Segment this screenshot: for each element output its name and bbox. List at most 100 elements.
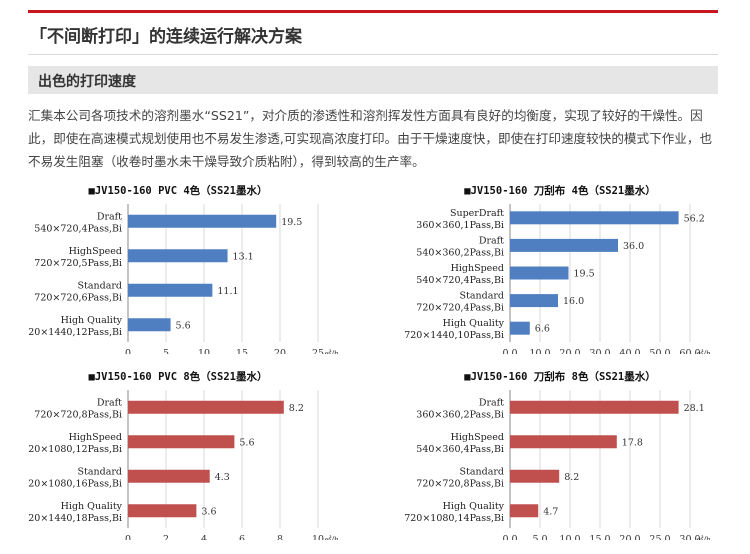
category-label: Standard <box>460 466 504 477</box>
chart-title: ■JV150-160 刀刮布 4色（SS21墨水） <box>464 184 655 197</box>
data-label: 19.5 <box>281 217 302 228</box>
category-label: HighSpeed <box>451 432 504 443</box>
data-label: 8.2 <box>289 403 304 414</box>
bar <box>128 249 228 263</box>
axis-unit-label: ㎡/h <box>324 535 339 540</box>
x-tick-label: 20.0 <box>619 534 640 540</box>
bar <box>128 400 284 414</box>
bar <box>510 211 679 225</box>
chart-pvc-4color: ■JV150-160 PVC 4色（SS21墨水） 0 5 10 15 20 25 ㎡/h 19… <box>22 184 339 359</box>
category-sublabel: 720×1440,10Pass,Bi <box>404 330 504 341</box>
category-label: HighSpeed <box>451 263 504 274</box>
data-label: 3.6 <box>201 506 216 517</box>
category-label: High Quality <box>61 315 123 326</box>
bar <box>510 238 618 252</box>
axis-unit-label: ㎡/h <box>696 535 711 540</box>
category-sublabel: 540×360,2Pass,Bi <box>416 247 504 258</box>
chart-panel-pvc-4color: ■JV150-160 PVC 4色（SS21墨水） 0 5 10 15 20 25 ㎡/h 19… <box>22 180 368 359</box>
x-tick-label: 0.0 <box>502 348 517 354</box>
x-tick-label: 40.0 <box>619 348 640 354</box>
category-sublabel: 360×360,1Pass,Bi <box>416 220 504 231</box>
data-label: 4.3 <box>215 472 230 483</box>
x-tick-label: 10 <box>198 348 210 354</box>
category-sublabel: 720×720,8Pass,Bi <box>34 409 122 420</box>
data-label: 36.0 <box>623 241 644 252</box>
x-tick-label: 50.0 <box>649 348 670 354</box>
x-tick-label: 0 <box>125 534 131 540</box>
x-tick-label: 30.0 <box>679 534 700 540</box>
category-label: HighSpeed <box>69 246 122 257</box>
category-label: HighSpeed <box>69 432 122 443</box>
x-tick-label: 30.0 <box>589 348 610 354</box>
category-label: Draft <box>97 211 122 222</box>
data-label: 4.7 <box>543 506 558 517</box>
category-label: High Quality <box>443 501 505 512</box>
accent-top-bar <box>28 10 718 13</box>
category-sublabel: 540×720,4Pass,Bi <box>34 223 122 234</box>
intro-paragraph: 汇集本公司各项技术的溶剂墨水“SS21”，对介质的渗透性和溶剂挥发性方面具有良好… <box>28 108 713 169</box>
category-label: Standard <box>460 291 504 302</box>
category-sublabel: 720×1440,18Pass,Bi <box>28 513 122 524</box>
category-sublabel: 720×1080,14Pass,Bi <box>404 513 504 524</box>
category-sublabel: 720×720,6Pass,Bi <box>34 292 122 303</box>
data-label: 5.6 <box>239 437 254 448</box>
bar <box>510 469 560 483</box>
bar <box>128 469 210 483</box>
category-sublabel: 360×360,2Pass,Bi <box>416 409 504 420</box>
category-label: High Quality <box>61 501 123 512</box>
category-sublabel: 720×1440,12Pass,Bi <box>28 327 122 338</box>
category-sublabel: 720×1080,16Pass,Bi <box>28 478 122 489</box>
bar <box>128 435 235 449</box>
axis-unit-label: ㎡/h <box>324 349 339 354</box>
category-label: SuperDraft <box>450 208 504 219</box>
chart-panel-pvc-8color: ■JV150-160 PVC 8色（SS21墨水） 0 2 4 6 8 10 ㎡/h 8.2 Dr… <box>22 366 368 545</box>
chart-panel-fabric-4color: ■JV150-160 刀刮布 4色（SS21墨水） 0.0 10.0 20.0 30.0… <box>380 180 720 359</box>
data-label: 13.1 <box>233 251 254 262</box>
data-label: 56.2 <box>684 213 705 224</box>
data-label: 19.5 <box>574 269 595 280</box>
bar <box>128 283 213 297</box>
category-label: Draft <box>479 235 504 246</box>
section-title: 出色的打印速度 <box>38 74 136 90</box>
x-tick-label: 5 <box>163 348 169 354</box>
x-tick-label: 5.0 <box>532 534 547 540</box>
x-tick-label: 15.0 <box>589 534 610 540</box>
x-tick-label: 20.0 <box>559 348 580 354</box>
category-label: Standard <box>78 466 122 477</box>
data-label: 16.0 <box>563 296 584 307</box>
x-tick-label: 15 <box>236 348 248 354</box>
category-sublabel: 540×360,4Pass,Bi <box>416 444 504 455</box>
data-label: 6.6 <box>535 324 550 335</box>
bar <box>128 318 171 332</box>
chart-pvc-8color: ■JV150-160 PVC 8色（SS21墨水） 0 2 4 6 8 10 ㎡/h 8.2 Dr… <box>22 370 339 545</box>
category-sublabel: 540×720,4Pass,Bi <box>416 275 504 286</box>
bar <box>510 435 617 449</box>
x-tick-label: 10.0 <box>529 348 550 354</box>
page-title: 「不间断打印」的连续运行解决方案 <box>30 27 302 47</box>
chart-panel-fabric-8color: ■JV150-160 刀刮布 8色（SS21墨水） 0.0 5.0 10.0 15.0 2… <box>380 366 720 545</box>
data-label: 5.6 <box>176 320 191 331</box>
chart-title: ■JV150-160 PVC 4色（SS21墨水） <box>89 184 268 197</box>
chart-fabric-4color: ■JV150-160 刀刮布 4色（SS21墨水） 0.0 10.0 20.0 30.0… <box>404 184 711 359</box>
data-label: 17.8 <box>622 437 643 448</box>
bar <box>510 321 530 335</box>
category-sublabel: 720×720,4Pass,Bi <box>416 303 504 314</box>
x-tick-label: 4 <box>201 534 207 540</box>
bar <box>510 504 539 518</box>
bar <box>128 504 197 518</box>
x-tick-label: 0 <box>125 348 131 354</box>
category-label: Standard <box>78 280 122 291</box>
x-tick-label: 25 <box>312 348 324 354</box>
axis-unit-label: ㎡/h <box>696 349 711 354</box>
bar <box>128 214 277 228</box>
chart-fabric-8color: ■JV150-160 刀刮布 8色（SS21墨水） 0.0 5.0 10.0 15.0 2… <box>404 370 711 545</box>
category-label: Draft <box>97 397 122 408</box>
data-label: 11.1 <box>217 286 238 297</box>
category-label: Draft <box>479 397 504 408</box>
title-divider <box>28 54 718 55</box>
chart-title: ■JV150-160 刀刮布 8色（SS21墨水） <box>464 370 655 383</box>
x-tick-label: 25.0 <box>649 534 670 540</box>
bar <box>510 294 558 308</box>
category-sublabel: 720×720,8Pass,Bi <box>416 478 504 489</box>
section-header: 出色的打印速度 <box>28 66 718 94</box>
